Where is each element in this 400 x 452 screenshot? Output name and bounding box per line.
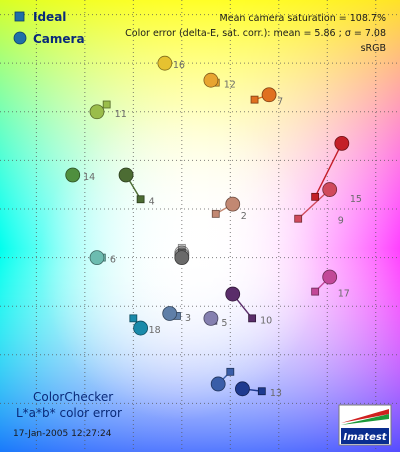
camera-marker (225, 286, 241, 302)
patch-label: 12 (224, 80, 236, 91)
camera-marker (322, 182, 338, 197)
camera-marker (203, 310, 219, 326)
legend-camera-label: Camera (33, 32, 85, 46)
ideal-marker (136, 195, 145, 204)
camera-marker (203, 72, 219, 88)
camera-marker (118, 167, 134, 183)
camera-marker (162, 306, 178, 321)
patch-label: 18 (149, 325, 161, 336)
chart-title: ColorChecker (33, 390, 113, 404)
patch-label: 6 (110, 255, 116, 266)
camera-marker (210, 376, 226, 392)
chart-caption: ColorChecker L*a*b* color error 17-Jan-2… (13, 390, 122, 439)
camera-marker (157, 55, 173, 71)
patch-label: 2 (241, 211, 247, 222)
saturation-text: Mean camera saturation = 108.7% (220, 13, 386, 24)
patch-label: 7 (277, 97, 283, 108)
chart-subtitle: L*a*b* color error (16, 406, 122, 420)
ideal-marker (250, 95, 259, 104)
ideal-marker (102, 100, 111, 109)
chart-date: 17-Jan-2005 12:27:24 (13, 429, 112, 439)
ideal-marker (129, 314, 138, 323)
patch-label: 9 (338, 216, 344, 227)
patch-label: 17 (338, 289, 350, 300)
colorspace-text: sRGB (361, 43, 386, 54)
ideal-marker (257, 387, 266, 396)
imatest-logo: Imatest (338, 404, 392, 446)
patch-label: 4 (149, 196, 155, 207)
legend-camera-marker (13, 31, 27, 45)
camera-marker (174, 250, 190, 265)
patch-label: 15 (350, 194, 362, 205)
patch-label: 10 (260, 315, 272, 326)
ideal-marker (248, 314, 257, 323)
camera-marker (89, 104, 105, 120)
legend: Ideal Camera (13, 10, 85, 46)
patch-label: 14 (83, 172, 95, 183)
ideal-marker (226, 367, 235, 376)
patch-label: 11 (115, 109, 127, 120)
camera-marker (334, 135, 350, 151)
ideal-marker (311, 287, 320, 296)
camera-marker (89, 250, 105, 265)
camera-marker (261, 87, 277, 103)
camera-marker (322, 269, 338, 285)
logo-text: Imatest (343, 432, 387, 443)
ideal-marker (294, 214, 303, 223)
camera-marker (65, 167, 81, 183)
error-vector (314, 143, 343, 198)
stats-annotation: Mean camera saturation = 108.7% Color er… (125, 13, 386, 54)
camera-marker (133, 320, 149, 336)
legend-ideal-label: Ideal (33, 10, 66, 24)
ideal-marker (311, 192, 320, 201)
camera-marker (225, 196, 241, 212)
ideal-marker (211, 209, 220, 218)
patch-label: 5 (221, 318, 227, 329)
patch-label: 13 (270, 388, 282, 399)
patch-label: 16 (173, 60, 185, 71)
camera-marker (235, 381, 250, 397)
color-error-text: Color error (delta-E, sat. corr.): mean … (125, 28, 386, 39)
legend-ideal-marker (14, 11, 25, 22)
patch-label: 3 (185, 313, 191, 324)
data-marks: 23456789101112131415161718 (65, 55, 362, 399)
